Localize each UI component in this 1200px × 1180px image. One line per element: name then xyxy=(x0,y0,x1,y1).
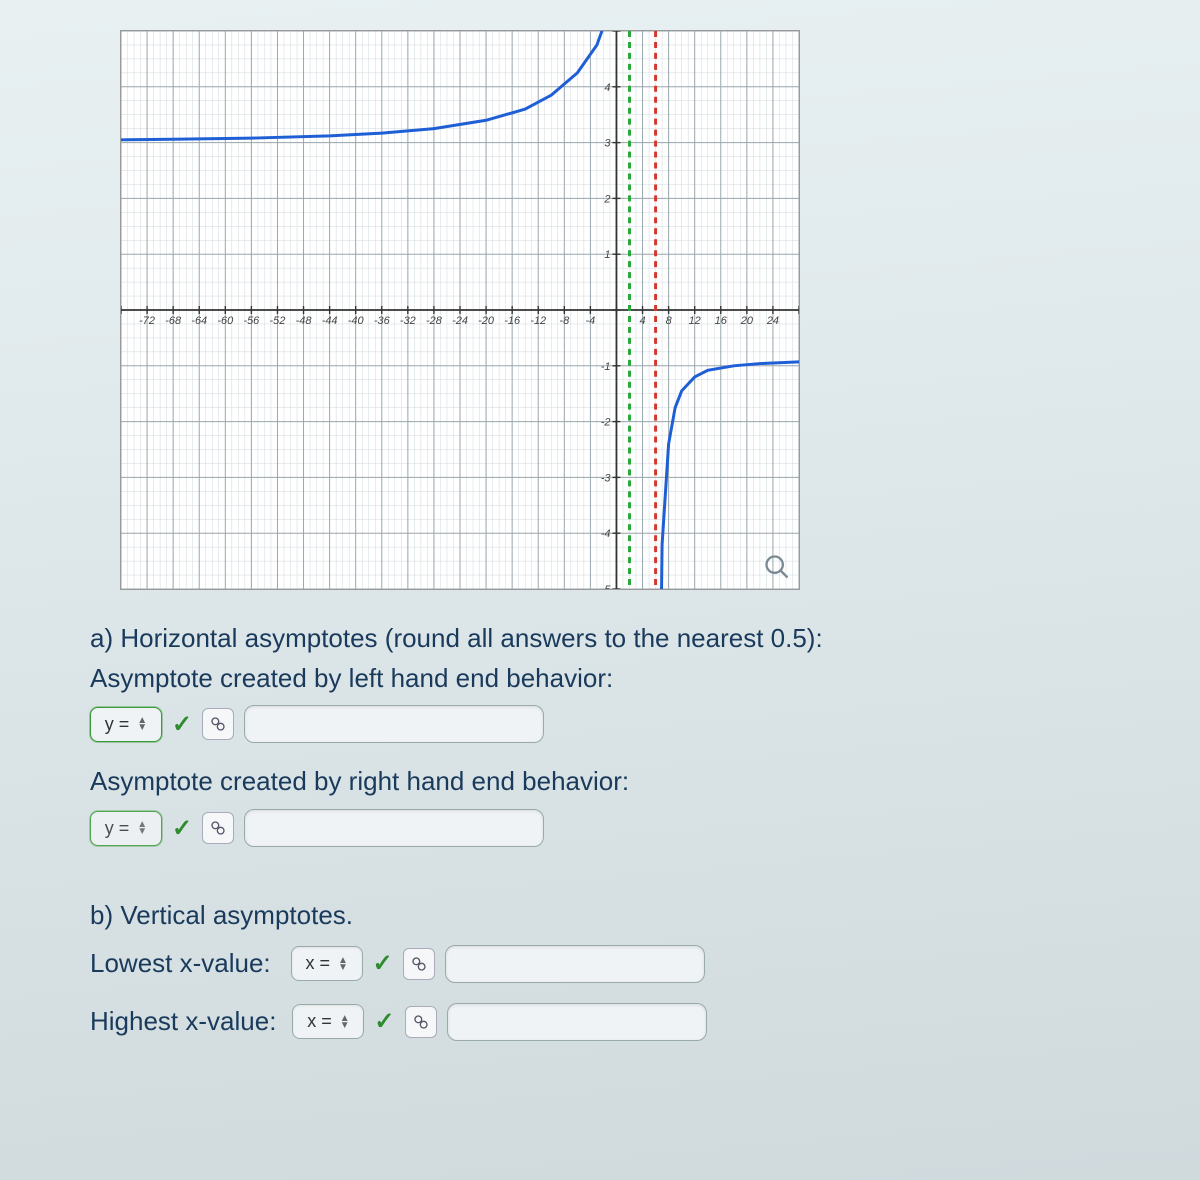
check-icon: ✓ xyxy=(374,1007,394,1036)
answer-row-b-high: Highest x-value: x = ▲▼ ✓ xyxy=(90,1003,1140,1041)
answer-row-b-low: Lowest x-value: x = ▲▼ ✓ xyxy=(90,945,1140,983)
svg-text:24: 24 xyxy=(766,315,779,327)
x-equals-dropdown[interactable]: x = ▲▼ xyxy=(292,1004,364,1039)
svg-text:8: 8 xyxy=(666,315,673,327)
svg-text:-4: -4 xyxy=(586,315,596,327)
answer-row-a-left: y = ▲▼ ✓ xyxy=(90,705,1140,743)
question-b-high: Highest x-value: xyxy=(90,1003,276,1041)
question-b-title: b) Vertical asymptotes. xyxy=(90,897,1140,935)
svg-text:1: 1 xyxy=(604,249,610,261)
dropdown-label: x = xyxy=(307,1011,332,1032)
svg-text:16: 16 xyxy=(715,315,728,327)
svg-text:-68: -68 xyxy=(165,315,182,327)
zoom-icon[interactable] xyxy=(763,553,791,581)
svg-text:-20: -20 xyxy=(478,315,494,327)
question-a-title: a) Horizontal asymptotes (round all answ… xyxy=(90,620,1140,658)
svg-text:12: 12 xyxy=(689,315,701,327)
question-a-right: Asymptote created by right hand end beha… xyxy=(90,763,1140,801)
svg-text:4: 4 xyxy=(604,82,610,94)
svg-text:-5: -5 xyxy=(601,584,612,589)
question-panel: -72-68-64-60-56-52-48-44-40-36-32-28-24-… xyxy=(0,0,1200,1180)
check-icon: ✓ xyxy=(172,710,192,739)
question-a-left: Asymptote created by left hand end behav… xyxy=(90,660,1140,698)
answer-input-b-high[interactable] xyxy=(447,1003,707,1041)
stepper-icon: ▲▼ xyxy=(338,957,348,971)
reset-icon[interactable] xyxy=(403,948,435,980)
answer-input-b-low[interactable] xyxy=(445,945,705,983)
stepper-icon: ▲▼ xyxy=(137,821,147,835)
svg-text:-16: -16 xyxy=(504,315,521,327)
svg-text:4: 4 xyxy=(639,315,645,327)
stepper-icon: ▲▼ xyxy=(137,717,147,731)
reset-icon[interactable] xyxy=(202,708,234,740)
answer-input-a-right[interactable] xyxy=(244,809,544,847)
svg-text:-12: -12 xyxy=(530,315,546,327)
dropdown-label: y = xyxy=(105,714,130,735)
svg-text:-48: -48 xyxy=(296,315,313,327)
check-icon: ✓ xyxy=(172,814,192,843)
svg-text:-64: -64 xyxy=(191,315,207,327)
svg-text:-40: -40 xyxy=(348,315,364,327)
answer-input-a-left[interactable] xyxy=(244,705,544,743)
svg-text:-8: -8 xyxy=(559,315,570,327)
svg-text:20: 20 xyxy=(740,315,753,327)
svg-text:-56: -56 xyxy=(243,315,260,327)
dropdown-label: x = xyxy=(305,953,330,974)
check-icon: ✓ xyxy=(373,949,393,978)
svg-text:-1: -1 xyxy=(601,361,611,373)
reset-icon[interactable] xyxy=(405,1006,437,1038)
svg-text:-28: -28 xyxy=(426,315,443,327)
svg-text:-24: -24 xyxy=(452,315,468,327)
svg-text:-32: -32 xyxy=(400,315,416,327)
svg-text:-4: -4 xyxy=(601,528,611,540)
y-equals-dropdown[interactable]: y = ▲▼ xyxy=(90,707,162,742)
svg-text:-52: -52 xyxy=(270,315,286,327)
x-equals-dropdown[interactable]: x = ▲▼ xyxy=(291,946,363,981)
svg-text:-60: -60 xyxy=(217,315,233,327)
svg-text:2: 2 xyxy=(603,193,610,205)
svg-text:-3: -3 xyxy=(601,472,611,484)
svg-text:-36: -36 xyxy=(374,315,391,327)
svg-text:-72: -72 xyxy=(139,315,155,327)
y-equals-dropdown[interactable]: y = ▲▼ xyxy=(90,811,162,846)
svg-text:-2: -2 xyxy=(601,417,611,429)
dropdown-label: y = xyxy=(105,818,130,839)
svg-text:-44: -44 xyxy=(322,315,338,327)
stepper-icon: ▲▼ xyxy=(340,1015,350,1029)
answer-row-a-right: y = ▲▼ ✓ xyxy=(90,809,1140,847)
graph-container: -72-68-64-60-56-52-48-44-40-36-32-28-24-… xyxy=(120,30,800,590)
question-b-low: Lowest x-value: xyxy=(90,945,271,983)
svg-text:3: 3 xyxy=(604,138,610,150)
reset-icon[interactable] xyxy=(202,812,234,844)
function-graph: -72-68-64-60-56-52-48-44-40-36-32-28-24-… xyxy=(121,31,799,589)
